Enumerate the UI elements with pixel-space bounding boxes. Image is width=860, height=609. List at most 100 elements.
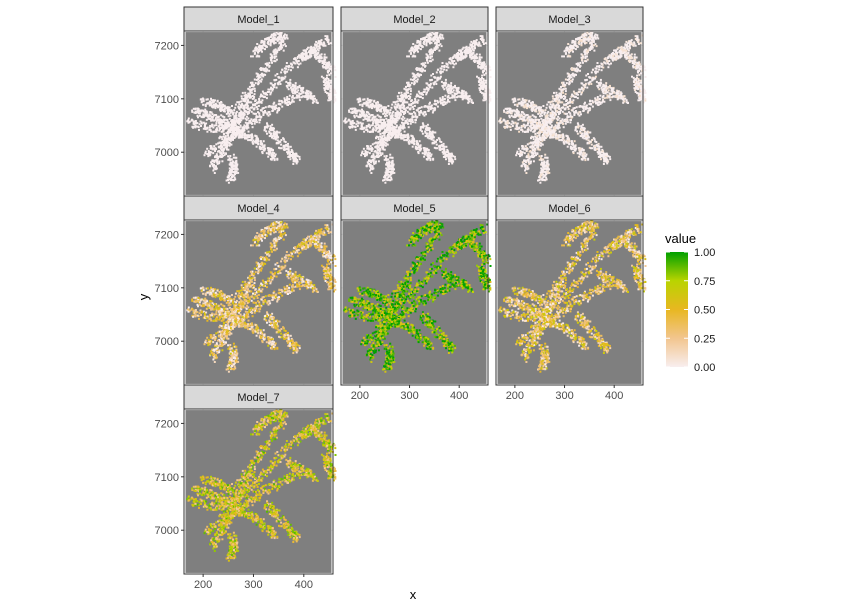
raster-cell <box>431 111 434 114</box>
raster-cell <box>394 120 397 123</box>
raster-cell <box>461 51 464 54</box>
raster-cell <box>202 110 205 113</box>
raster-cell <box>212 126 215 129</box>
raster-cell <box>234 178 237 181</box>
raster-cell <box>433 38 436 41</box>
raster-cell <box>375 118 378 121</box>
raster-cell <box>445 69 448 72</box>
raster-cell <box>569 97 572 100</box>
raster-cell <box>403 117 406 120</box>
raster-cell <box>285 67 287 70</box>
raster-cell <box>389 137 392 139</box>
raster-cell <box>250 118 253 121</box>
raster-cell <box>218 162 221 165</box>
raster-cell <box>437 137 440 140</box>
raster-cell <box>421 152 424 155</box>
raster-cell <box>187 119 190 122</box>
raster-cell <box>418 73 421 76</box>
raster-cell <box>257 104 260 107</box>
raster-cell <box>242 106 245 109</box>
raster-cell <box>272 34 275 37</box>
raster-cell <box>430 135 433 138</box>
raster-cell <box>428 135 431 138</box>
raster-cell <box>488 92 491 95</box>
raster-cell <box>344 117 347 120</box>
raster-cell <box>404 112 407 115</box>
raster-cell <box>392 129 394 132</box>
raster-cell <box>280 147 283 150</box>
raster-cell <box>220 146 223 148</box>
raster-cell <box>372 122 374 125</box>
raster-cell <box>365 118 368 120</box>
raster-cell <box>252 139 255 142</box>
raster-cell <box>407 95 410 97</box>
raster-cell <box>285 84 288 87</box>
raster-cell <box>300 92 303 95</box>
raster-cell <box>433 142 436 145</box>
raster-cell <box>230 163 233 166</box>
raster-cell <box>628 46 631 49</box>
raster-cell <box>378 155 381 157</box>
raster-cell <box>370 99 373 102</box>
raster-cell <box>486 69 489 72</box>
raster-cell <box>226 176 229 179</box>
raster-cell <box>271 136 273 139</box>
raster-cell <box>389 109 392 112</box>
raster-cell <box>387 178 390 181</box>
raster-cell <box>236 121 239 123</box>
raster-cell <box>256 102 258 105</box>
raster-cell <box>597 65 599 68</box>
raster-cell <box>480 78 483 80</box>
raster-cell <box>439 33 442 36</box>
raster-cell <box>415 140 418 143</box>
raster-cell <box>263 149 266 152</box>
raster-cell <box>421 125 424 128</box>
raster-cell <box>417 95 420 97</box>
raster-cell <box>451 60 454 63</box>
raster-cell <box>221 149 223 152</box>
raster-cell <box>446 63 449 66</box>
raster-cell <box>353 114 356 117</box>
raster-cell <box>329 67 332 70</box>
raster-cell <box>235 164 238 167</box>
raster-cell <box>241 91 244 94</box>
raster-cell <box>266 125 268 128</box>
raster-cell <box>360 110 363 113</box>
raster-cell <box>275 52 278 55</box>
raster-cell <box>249 139 251 142</box>
raster-cell <box>445 86 448 89</box>
raster-cell <box>397 117 400 120</box>
raster-cell <box>401 134 404 137</box>
raster-cell <box>411 49 413 52</box>
raster-cell <box>324 66 326 69</box>
raster-cell <box>214 150 217 152</box>
raster-cell <box>282 138 285 141</box>
raster-cell <box>294 84 297 87</box>
raster-cell <box>451 87 454 90</box>
raster-cell <box>214 99 216 102</box>
raster-cell <box>260 49 263 51</box>
raster-cell <box>448 100 451 103</box>
raster-cell <box>440 45 443 48</box>
raster-cell <box>369 147 372 150</box>
raster-cell <box>406 110 409 113</box>
raster-cell <box>317 49 320 52</box>
raster-cell <box>204 105 207 108</box>
raster-cell <box>303 57 305 59</box>
raster-cell <box>416 73 418 76</box>
raster-cell <box>429 137 432 140</box>
raster-cell <box>327 99 330 102</box>
raster-cell <box>453 60 456 62</box>
raster-cell <box>210 119 213 122</box>
raster-cell <box>486 34 489 37</box>
raster-cell <box>286 101 289 104</box>
raster-cell <box>194 107 197 110</box>
raster-cell <box>429 108 432 111</box>
raster-cell <box>266 68 269 71</box>
raster-cell <box>206 113 209 116</box>
raster-cell <box>271 55 273 58</box>
raster-cell <box>238 119 241 122</box>
raster-cell <box>230 127 233 130</box>
facet-model-2: Model_2 <box>340 6 492 197</box>
raster-cell <box>452 155 455 158</box>
